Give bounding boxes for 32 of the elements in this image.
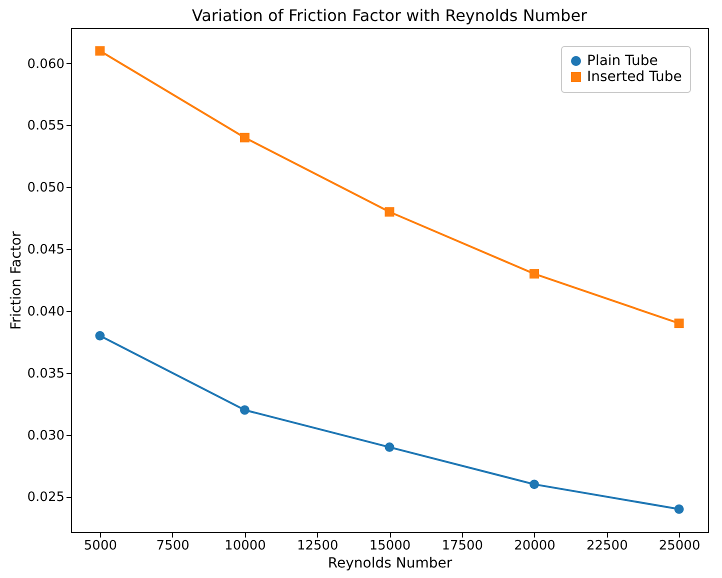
point <box>240 132 250 142</box>
point <box>674 504 684 514</box>
x-axis-title: Reynolds Number <box>328 556 452 572</box>
x-tick-label: 5000 <box>84 538 117 554</box>
point <box>240 405 250 415</box>
point <box>95 330 105 340</box>
x-tick-label: 10000 <box>224 538 266 554</box>
legend-label: Plain Tube <box>587 53 658 69</box>
legend-label: Inserted Tube <box>587 69 682 85</box>
y-tick-label: 0.055 <box>27 118 64 134</box>
point <box>530 480 540 490</box>
x-tick-label: 25000 <box>658 538 700 554</box>
y-tick-label: 0.050 <box>27 180 64 196</box>
x-tick-label: 20000 <box>514 538 556 554</box>
x-tick-label: 12500 <box>296 538 338 554</box>
y-tick-label: 0.040 <box>27 304 64 320</box>
x-tick-label: 17500 <box>442 538 484 554</box>
x-tick-label: 7500 <box>156 538 190 554</box>
y-tick-label: 0.045 <box>27 242 64 258</box>
x-tick-label: 15000 <box>369 538 411 554</box>
point <box>384 442 394 452</box>
x-tick-label: 22500 <box>586 538 628 554</box>
point <box>95 46 105 56</box>
point <box>674 318 684 328</box>
y-tick-label: 0.025 <box>27 490 64 506</box>
chart-title: Variation of Friction Factor with Reynolds Number <box>192 6 588 25</box>
y-tick-label: 0.035 <box>27 366 64 382</box>
point <box>530 269 540 279</box>
y-axis-title: Friction Factor <box>8 231 24 330</box>
point <box>384 207 394 217</box>
y-tick-label: 0.060 <box>27 56 64 72</box>
y-tick-label: 0.030 <box>27 428 64 444</box>
